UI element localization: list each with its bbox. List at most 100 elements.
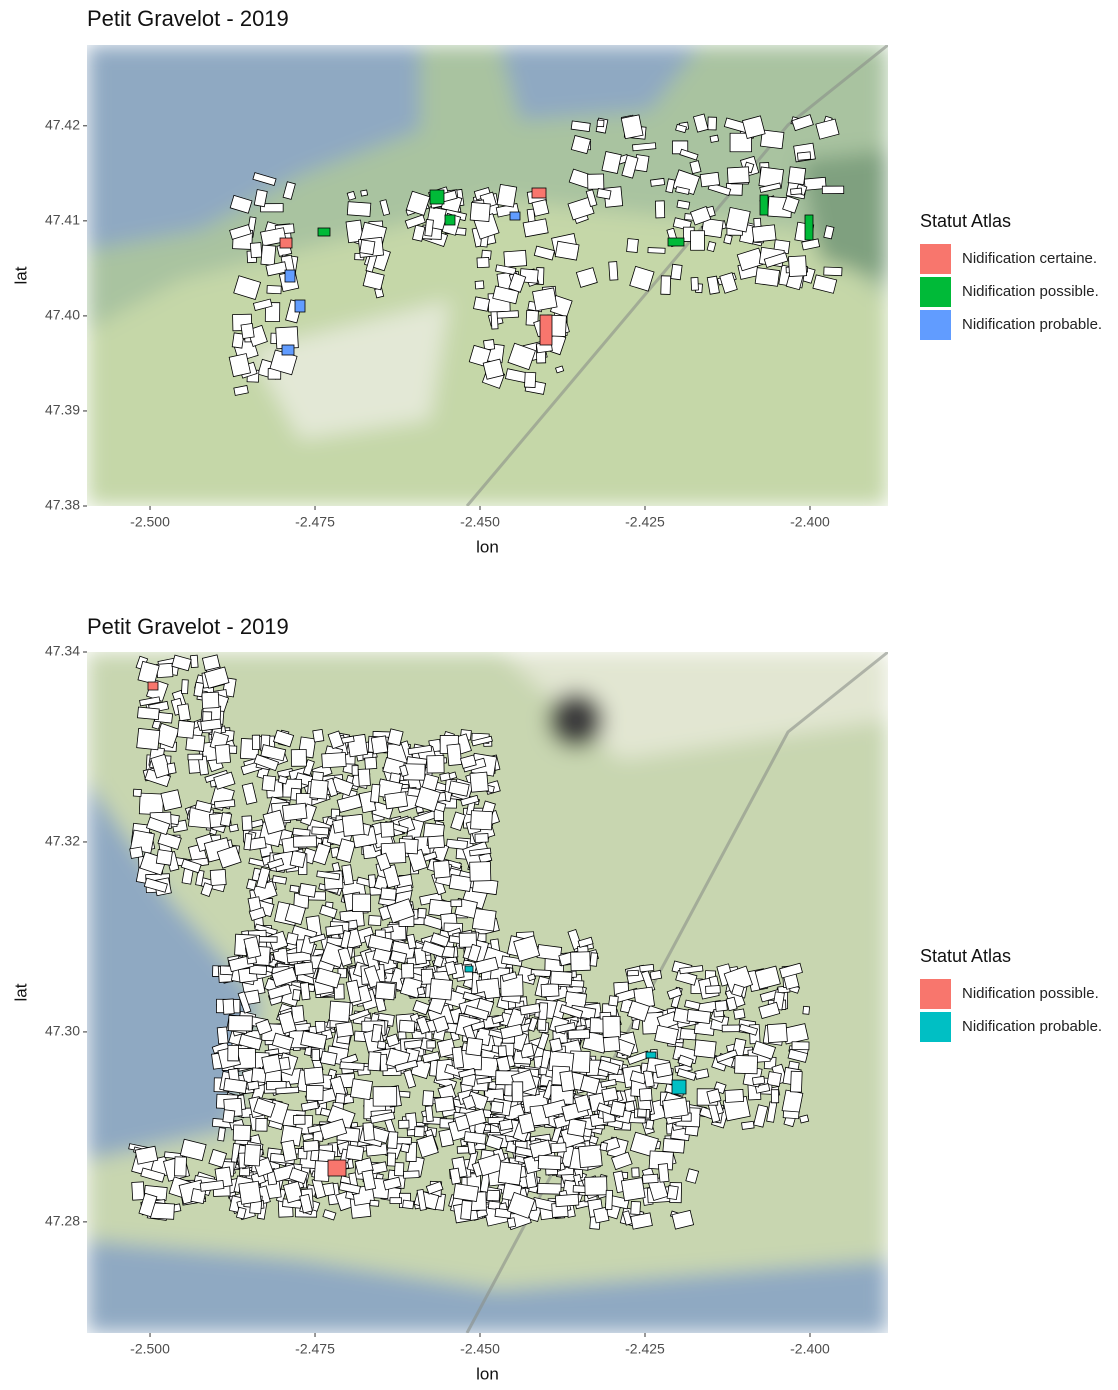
- parcel: [783, 1111, 799, 1119]
- parcel: [427, 756, 444, 774]
- parcel: [707, 1089, 721, 1103]
- legend-swatch: [920, 310, 951, 340]
- parcel: [425, 1106, 433, 1122]
- parcel: [691, 277, 698, 290]
- parcel: [734, 1009, 745, 1019]
- parcel: [700, 172, 719, 187]
- parcel: [658, 1164, 669, 1183]
- y-tick-label: 47.30: [45, 1023, 80, 1039]
- parcel: [472, 908, 496, 931]
- parcel: [401, 964, 413, 979]
- parcel: [691, 231, 705, 251]
- parcel: [497, 184, 517, 207]
- parcel: [742, 1121, 755, 1129]
- parcel: [588, 174, 604, 189]
- parcel: [369, 915, 382, 925]
- parcel: [229, 1016, 253, 1031]
- parcel: [435, 1096, 455, 1112]
- parcel: [363, 1122, 374, 1140]
- x-tick-label: -2.425: [625, 1341, 665, 1357]
- parcel: [304, 1067, 324, 1084]
- parcel: [358, 769, 370, 786]
- legend-swatch: [920, 979, 951, 1009]
- parcel: [677, 200, 690, 209]
- parcel: [600, 1142, 607, 1151]
- parcel: [361, 190, 368, 196]
- parcel: [650, 970, 662, 980]
- parcel: [597, 120, 604, 127]
- parcel: [229, 824, 238, 832]
- parcel: [130, 847, 143, 859]
- parcel: [694, 1040, 716, 1058]
- parcel: [261, 245, 276, 265]
- parcel: [247, 1081, 259, 1090]
- legend-swatch: [920, 244, 951, 274]
- parcel: [292, 989, 300, 1000]
- parcel: [262, 775, 276, 791]
- legend-entry: Nidification certaine.: [962, 250, 1097, 267]
- parcel: [491, 1101, 504, 1113]
- parcel: [470, 772, 488, 792]
- parcel: [244, 833, 252, 850]
- x-tick-label: -2.500: [130, 514, 170, 530]
- parcel: [475, 281, 484, 289]
- parcel: [648, 248, 665, 254]
- x-tick-label: -2.475: [295, 1341, 335, 1357]
- parcel: [752, 225, 776, 242]
- parcel: [133, 789, 141, 796]
- parcel: [466, 1038, 483, 1056]
- parcel: [385, 792, 408, 809]
- parcel: [167, 763, 176, 774]
- parcel: [220, 813, 231, 827]
- parcel: [294, 962, 313, 975]
- legend-swatch: [920, 1012, 951, 1042]
- parcel: [792, 1042, 809, 1050]
- parcel: [533, 288, 558, 311]
- colored-parcel: [760, 195, 768, 215]
- parcel: [427, 1041, 436, 1048]
- y-tick-label: 47.28: [45, 1213, 80, 1229]
- parcel: [671, 264, 682, 279]
- parcel: [477, 257, 489, 267]
- parcel: [497, 311, 518, 318]
- parcel: [372, 1024, 383, 1042]
- parcel: [350, 1079, 372, 1100]
- parcel: [504, 250, 527, 267]
- parcel: [451, 900, 462, 907]
- parcel: [638, 1109, 647, 1117]
- parcel: [239, 1181, 261, 1204]
- parcel: [550, 1038, 563, 1052]
- legend-entry: Nidification probable.: [962, 316, 1102, 333]
- parcel: [202, 692, 219, 708]
- parcel: [177, 720, 194, 738]
- parcel: [663, 1098, 689, 1119]
- parcel: [340, 1062, 364, 1070]
- parcel: [452, 1047, 464, 1068]
- parcel: [507, 1218, 515, 1228]
- parcel: [215, 744, 230, 763]
- parcel: [191, 655, 199, 667]
- x-tick-label: -2.400: [790, 1341, 830, 1357]
- parcel: [791, 188, 802, 195]
- parcel: [727, 167, 749, 184]
- figure: Petit Gravelot - 2019-2.500-2.475-2.450-…: [0, 0, 1118, 1390]
- parcel: [132, 1182, 145, 1200]
- parcel: [403, 1171, 419, 1178]
- parcel: [512, 1082, 523, 1102]
- parcel: [347, 202, 371, 217]
- colored-parcel: [282, 345, 294, 355]
- parcel: [449, 875, 472, 892]
- map-panel: [87, 45, 888, 506]
- parcel: [387, 1153, 395, 1166]
- parcel: [370, 1200, 379, 1206]
- parcel: [624, 1101, 635, 1112]
- parcel: [632, 1168, 640, 1177]
- colored-parcel: [445, 215, 455, 225]
- parcel: [755, 268, 779, 287]
- x-tick-label: -2.450: [460, 514, 500, 530]
- parcel: [346, 1145, 364, 1161]
- parcel: [360, 240, 375, 255]
- parcel: [228, 1045, 239, 1061]
- x-tick-label: -2.400: [790, 514, 830, 530]
- parcel: [655, 1062, 672, 1077]
